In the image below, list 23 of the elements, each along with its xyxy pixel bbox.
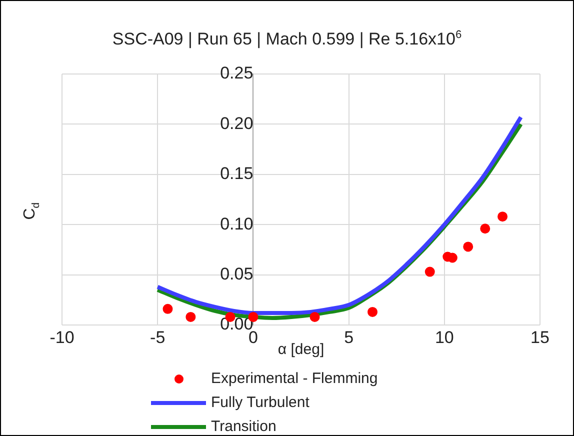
y-tick-label: 0.25 xyxy=(220,64,254,83)
point xyxy=(310,312,320,322)
y-tick-label: 0.05 xyxy=(220,264,254,284)
y-tick-label: 0.15 xyxy=(220,164,254,184)
point xyxy=(424,266,435,277)
point xyxy=(186,312,196,322)
x-tick-label: 15 xyxy=(530,328,550,347)
point xyxy=(498,212,508,222)
point xyxy=(162,304,173,314)
point xyxy=(368,306,378,317)
point xyxy=(463,242,474,252)
x-tick-label: 5 xyxy=(344,328,354,347)
x-tick-label: -5 xyxy=(150,328,166,347)
chart-title: SSC-A09 | Run 65 | Mach 0.599 | Re 5.16x10$^{6}$ xyxy=(111,29,463,50)
y-tick-label: 0.10 xyxy=(220,214,254,234)
legend-label: Transition xyxy=(211,418,276,436)
x-tick-label: -10 xyxy=(50,328,74,347)
point xyxy=(480,224,490,234)
x-axis-title: α [deg] xyxy=(278,341,324,358)
legend-label: Fully Turbulent xyxy=(211,394,310,412)
x-tick-label: 10 xyxy=(434,328,454,347)
y-tick-label: 0.20 xyxy=(220,114,254,133)
legend-label: Experimental - Flemming xyxy=(211,370,378,388)
